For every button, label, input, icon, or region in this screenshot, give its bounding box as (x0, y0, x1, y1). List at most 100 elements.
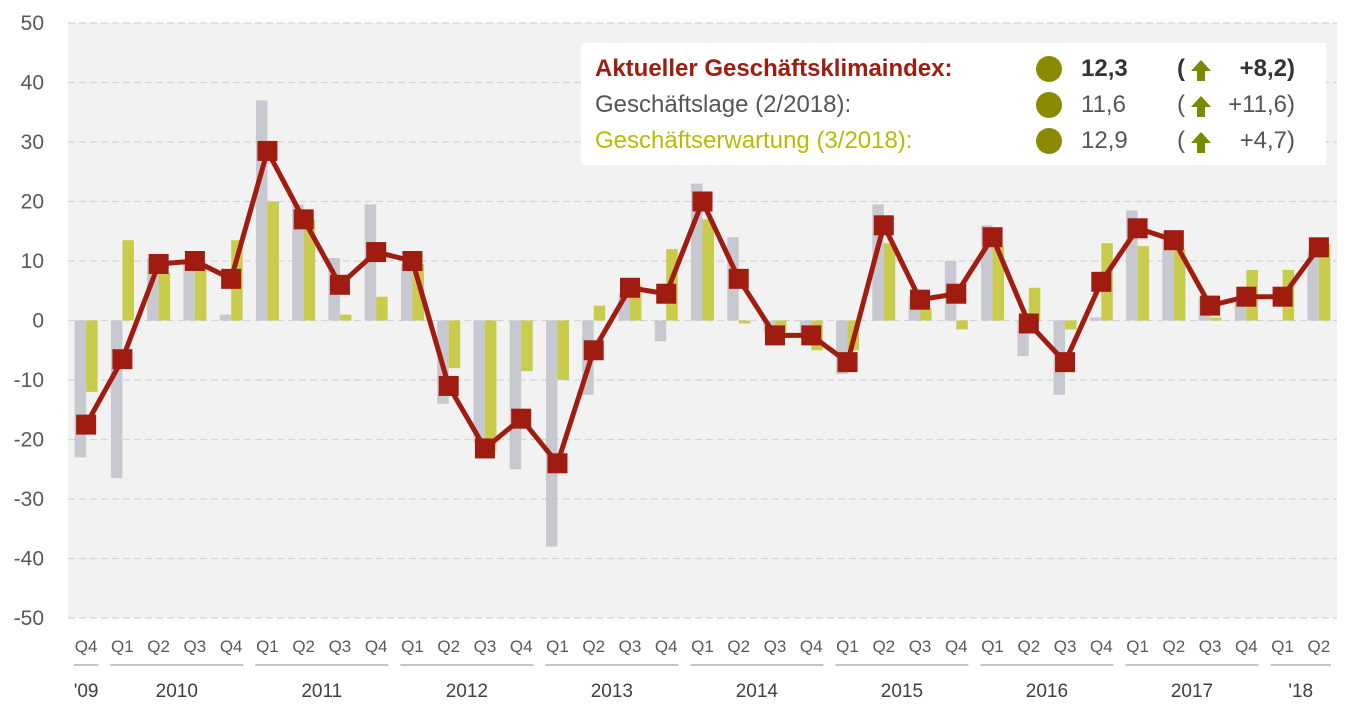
bar-geschaeftslage (183, 261, 195, 321)
index-point (801, 325, 822, 346)
index-point (402, 251, 423, 271)
index-point (692, 191, 713, 212)
status-dot-icon (1036, 56, 1062, 82)
bar-geschaeftserwartung (448, 320, 461, 369)
index-point (583, 340, 604, 361)
bar-geschaeftserwartung (267, 201, 279, 321)
x-tick-label: Q3 (1199, 637, 1222, 656)
index-point (1091, 271, 1112, 292)
legend-value: 11,6 (1081, 91, 1126, 118)
year-label: 2015 (881, 681, 923, 702)
x-tick-label: Q4 (655, 637, 678, 656)
x-tick-label: Q4 (365, 637, 388, 656)
x-axis-ticks: Q4 Q1 Q2 Q3 Q4 Q1 Q2 Q3 Q4 Q1 Q2 Q3 Q4 Q1 Q2 Q3 Q4 Q1 Q2 Q3… (75, 637, 1330, 656)
year-label: '09 (74, 681, 99, 702)
x-tick-label: Q3 (909, 637, 932, 656)
bar-geschaeftserwartung (1137, 246, 1150, 321)
bar-geschaeftserwartung (920, 308, 932, 321)
legend-change: +8,2) (1239, 55, 1295, 82)
x-tick-label: Q4 (800, 637, 823, 656)
bar-geschaeftslage (1307, 251, 1319, 321)
legend-change: +11,6) (1228, 91, 1295, 118)
legend-row-climate-index: Aktueller Geschäftsklimaindex: 12,3 ( +8… (595, 51, 1315, 87)
bar-geschaeftslage (74, 320, 87, 458)
bar-geschaeftslage (691, 183, 703, 321)
bar-geschaeftslage (292, 204, 304, 321)
index-point (329, 274, 350, 295)
bar-geschaeftslage (1162, 231, 1174, 321)
bar-geschaeftslage (654, 320, 667, 342)
index-point (728, 268, 749, 289)
bar-geschaeftserwartung (1210, 317, 1222, 321)
index-point (438, 375, 459, 396)
bar-geschaeftslage (1017, 320, 1029, 357)
bar-geschaeftserwartung (883, 243, 896, 321)
index-point (76, 414, 97, 435)
y-tick-label: 0 (32, 310, 44, 333)
legend-label: Geschäftserwartung (3/2018): (595, 127, 913, 154)
year-labels: '09 2010 2011 2012 2013 2014 2015 2016 2017 '18 (74, 664, 1331, 702)
y-tick-label: 20 (21, 191, 44, 214)
bar-geschaeftserwartung (412, 263, 424, 321)
x-tick-label: Q2 (1017, 637, 1040, 656)
x-tick-label: Q4 (1090, 637, 1113, 656)
y-tick-label: 10 (21, 250, 44, 273)
bar-geschaeftserwartung (629, 284, 642, 321)
index-point (257, 140, 278, 161)
legend: Aktueller Geschäftsklimaindex: 12,3 ( +8… (581, 43, 1326, 165)
bar-geschaeftslage (400, 263, 413, 321)
y-tick-label: -40 (14, 548, 44, 571)
index-point (547, 453, 568, 474)
arrow-up-icon (1191, 132, 1211, 153)
y-tick-label: -50 (14, 607, 44, 630)
index-point (112, 349, 133, 370)
legend-value: 12,9 (1081, 127, 1128, 154)
index-point (1308, 237, 1329, 258)
legend-value: 12,3 (1081, 55, 1128, 82)
bar-geschaeftslage (1126, 210, 1138, 321)
x-tick-label: Q2 (147, 637, 170, 656)
x-tick-label: Q1 (111, 637, 134, 656)
bar-geschaeftserwartung (557, 320, 569, 380)
legend-change: +4,7) (1239, 127, 1295, 154)
bar-geschaeftslage (509, 320, 522, 470)
legend-paren: ( (1177, 91, 1185, 118)
x-tick-label: Q1 (836, 637, 859, 656)
bar-geschaeftserwartung (1065, 320, 1077, 330)
index-point (1127, 218, 1148, 239)
bar-geschaeftslage (110, 320, 123, 479)
legend-row-business-expectation: Geschäftserwartung (3/2018): 12,9 ( +4,7… (595, 123, 1315, 159)
index-point (910, 289, 931, 310)
bar-geschaeftserwartung (86, 320, 98, 392)
x-tick-label: Q3 (474, 637, 497, 656)
y-tick-label: -30 (14, 488, 44, 511)
x-tick-label: Q2 (872, 637, 895, 656)
x-tick-label: Q1 (256, 637, 279, 656)
arrow-up-icon (1191, 60, 1211, 81)
x-tick-label: Q3 (764, 637, 787, 656)
x-tick-label: Q4 (75, 637, 98, 656)
year-label: 2013 (591, 681, 633, 702)
bar-geschaeftserwartung (1028, 287, 1041, 321)
bar-geschaeftserwartung (376, 296, 388, 321)
year-label: 2017 (1171, 681, 1213, 702)
index-point (656, 283, 677, 304)
index-point (619, 277, 640, 298)
index-point (293, 209, 314, 230)
x-tick-label: Q3 (1054, 637, 1077, 656)
x-tick-label: Q1 (1126, 637, 1149, 656)
bar-geschaeftserwartung (593, 305, 606, 321)
bar-geschaeftslage (219, 314, 232, 321)
legend-paren: ( (1177, 127, 1185, 154)
bar-geschaeftserwartung (992, 246, 1005, 321)
index-point (1163, 230, 1184, 251)
year-label: 2010 (156, 681, 198, 702)
bar-geschaeftslage (618, 293, 630, 321)
legend-label: Geschäftslage (2/2018): (595, 91, 852, 118)
status-dot-icon (1036, 92, 1062, 118)
y-tick-label: -20 (14, 429, 44, 452)
x-tick-label: Q4 (945, 637, 968, 656)
y-tick-label: -10 (14, 369, 44, 392)
x-tick-label: Q3 (329, 637, 352, 656)
index-point (221, 268, 242, 289)
